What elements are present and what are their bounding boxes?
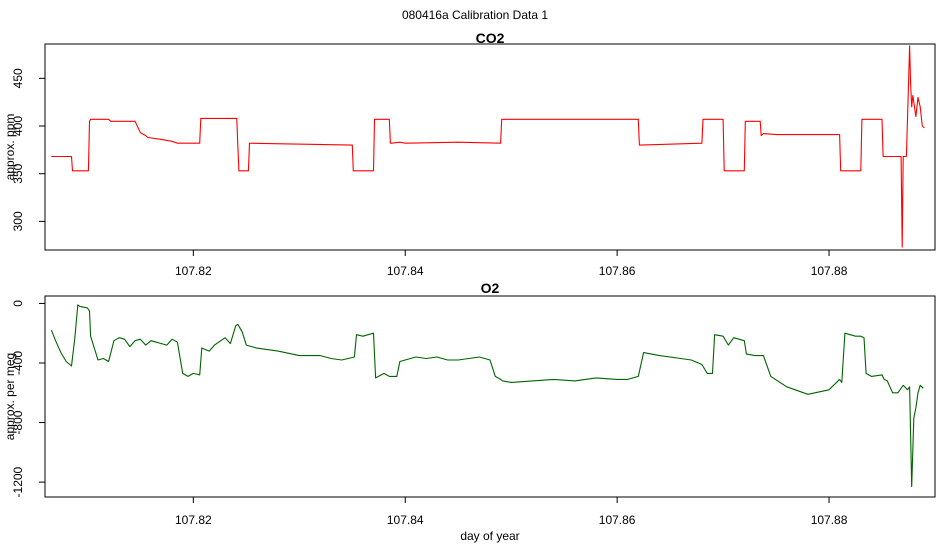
panel-2-y-tick-label: -800 — [11, 410, 25, 434]
panel-1-title: CO2 — [476, 30, 505, 46]
panel-2-y-tick-label: -1200 — [11, 466, 25, 497]
panel-2-x-tick-label: 107.86 — [599, 513, 636, 527]
panel-1-plot-frame — [44, 43, 936, 251]
panel-2-x-tick-label: 107.88 — [811, 513, 848, 527]
panel-1-x-tick-label: 107.88 — [811, 264, 848, 278]
panel-2-plot-frame — [44, 295, 936, 498]
panel-2-y-axis-label: approx. per meg — [3, 353, 17, 440]
panel-1-y-tick-label: 350 — [11, 163, 25, 183]
panel-2-series-line-1 — [50, 304, 924, 488]
panel-2-x-axis-label: day of year — [460, 529, 519, 543]
panel-2-x-tick-label: 107.84 — [387, 513, 424, 527]
panel-2-x-tick-label: 107.82 — [175, 513, 212, 527]
panel-2-title: O2 — [481, 280, 500, 296]
panel-1-y-tick-label: 300 — [11, 211, 25, 231]
panel-1-series-line-1 — [51, 45, 925, 248]
panel-1-y-axis-label: approx. ppm — [3, 114, 17, 181]
figure-title: 080416a Calibration Data 1 — [401, 8, 549, 22]
panel-1-y-tick-label: 450 — [11, 68, 25, 88]
panel-1-x-tick-label: 107.86 — [599, 264, 636, 278]
panel-2-y-tick-label: 0 — [11, 300, 25, 307]
panel-1-x-tick-label: 107.82 — [175, 264, 212, 278]
panel-1-x-tick-label: 107.84 — [387, 264, 424, 278]
panel-1-y-tick-label: 400 — [11, 116, 25, 136]
panel-2-y-tick-label: -400 — [11, 351, 25, 375]
